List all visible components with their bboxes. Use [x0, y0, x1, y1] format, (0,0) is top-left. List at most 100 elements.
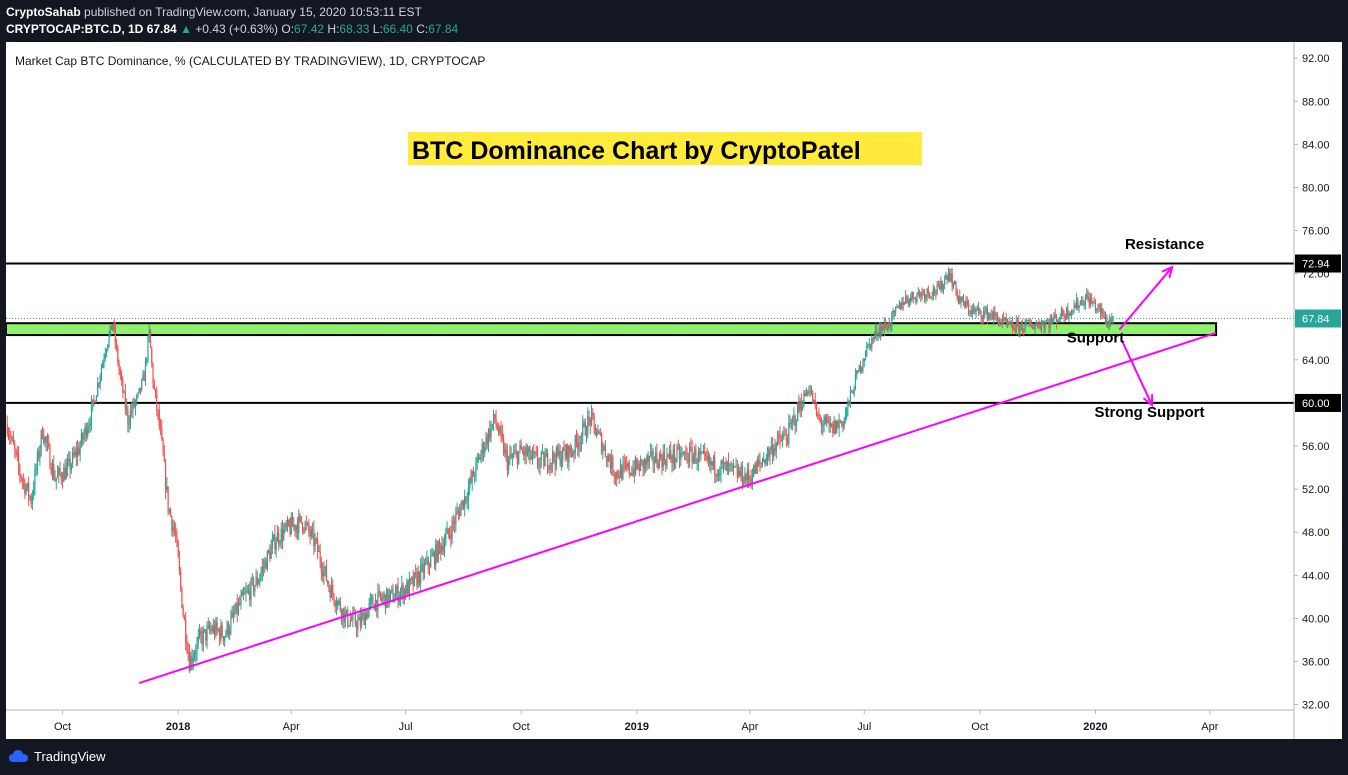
- candle-body: [737, 471, 740, 477]
- candle-body: [508, 459, 510, 471]
- author-name[interactable]: CryptoSahab: [6, 5, 81, 19]
- candle-body: [388, 594, 390, 604]
- candle-body: [732, 463, 735, 467]
- candle-body: [178, 556, 181, 571]
- candle-body: [53, 463, 55, 479]
- low-label: L:: [372, 22, 383, 36]
- candle-body: [614, 476, 617, 479]
- candle-body: [143, 374, 145, 381]
- candle-body: [391, 589, 393, 591]
- candle-body: [543, 452, 545, 467]
- candle-body: [7, 434, 10, 436]
- y-tick-label: 56.00: [1302, 441, 1330, 453]
- candle-body: [535, 452, 537, 454]
- candle-body: [427, 557, 429, 566]
- candle-body: [897, 306, 899, 308]
- change-up-icon: ▲: [180, 22, 192, 36]
- candle-body: [876, 329, 878, 336]
- candle-body: [1104, 316, 1107, 318]
- candle-body: [340, 610, 343, 619]
- candle-body: [720, 461, 722, 474]
- candle-body: [751, 476, 754, 483]
- candle-body: [425, 562, 427, 564]
- candle-body: [89, 424, 91, 426]
- candle-body: [783, 433, 785, 437]
- chart-area[interactable]: Resistance Support Strong Support 32.00 36.…: [5, 42, 1342, 739]
- candle-body: [839, 421, 841, 423]
- candle-body: [80, 433, 82, 447]
- candle-body: [743, 483, 745, 485]
- candle-body: [744, 474, 746, 484]
- candle-body: [658, 454, 661, 469]
- candle-body: [90, 404, 93, 425]
- candle-body: [1023, 330, 1025, 332]
- candle-body: [200, 630, 202, 635]
- symbol-label[interactable]: CRYPTOCAP:BTC.D, 1D: [6, 22, 144, 36]
- candle-body: [82, 433, 84, 440]
- chart-svg[interactable]: Resistance Support Strong Support 32.00 36.…: [5, 42, 1342, 739]
- candle-body: [1067, 307, 1069, 318]
- candle-body: [494, 414, 496, 420]
- candle-body: [19, 466, 21, 476]
- candle-body: [906, 296, 908, 300]
- candle-body: [1001, 317, 1004, 323]
- candle-body: [408, 578, 410, 594]
- candle-body: [873, 334, 875, 339]
- candle-body: [965, 301, 967, 308]
- candle-body: [583, 422, 585, 424]
- candle-body: [255, 576, 257, 586]
- candle-body: [1018, 321, 1020, 332]
- candle-body: [864, 355, 867, 360]
- candle-body: [626, 463, 628, 468]
- candle-body: [601, 434, 603, 453]
- candle-body: [606, 456, 608, 462]
- candle-body: [833, 420, 835, 434]
- candle-body: [320, 562, 323, 572]
- candle-body: [197, 636, 199, 642]
- candle-body: [136, 396, 138, 402]
- candle-body: [71, 452, 74, 465]
- candle-body: [1086, 293, 1088, 298]
- candle-body: [609, 460, 612, 469]
- candle-body: [986, 308, 988, 320]
- candle-body: [671, 459, 673, 464]
- candle-body: [765, 458, 767, 464]
- candle-body: [746, 469, 748, 481]
- candle-body: [1107, 324, 1109, 327]
- candle-body: [803, 393, 805, 407]
- candle-body: [435, 544, 437, 565]
- candle-body: [687, 460, 689, 462]
- candle-body: [550, 462, 552, 464]
- candle-body: [1014, 328, 1016, 332]
- candle-body: [523, 451, 525, 456]
- candle-body: [59, 468, 61, 474]
- candle-body: [916, 294, 918, 302]
- candle-body: [619, 465, 622, 478]
- candle-body: [368, 602, 370, 610]
- tradingview-logo[interactable]: TradingView: [8, 748, 106, 764]
- candle-body: [54, 478, 56, 481]
- candle-body: [137, 392, 139, 397]
- candle-body: [861, 367, 863, 372]
- candle-body: [1011, 322, 1014, 329]
- arrow-line-0: [1118, 266, 1173, 331]
- price-axis[interactable]: 32.00 36.00 40.00 44.00 48.00 52.00 56.00 60.00…: [1294, 53, 1341, 712]
- candle-body: [308, 523, 310, 532]
- candle-body: [1039, 327, 1041, 330]
- candle-body: [548, 468, 550, 470]
- candle-body: [874, 329, 877, 335]
- candle-body: [403, 588, 405, 600]
- time-axis[interactable]: Oct 2018 Apr Jul Oct 2019 Apr Jul Oct 2020 Apr: [54, 710, 1219, 733]
- candle-body: [73, 452, 75, 456]
- candle-body: [710, 461, 712, 465]
- candle-body: [14, 444, 16, 451]
- candle-body: [1035, 323, 1037, 325]
- candle-body: [210, 629, 212, 631]
- candle-body: [637, 463, 639, 468]
- candle-body: [192, 658, 194, 663]
- candle-body: [129, 411, 132, 425]
- candle-body: [639, 459, 642, 471]
- candle-body: [778, 435, 780, 437]
- candle-body: [1092, 302, 1094, 304]
- candle-body: [675, 459, 677, 462]
